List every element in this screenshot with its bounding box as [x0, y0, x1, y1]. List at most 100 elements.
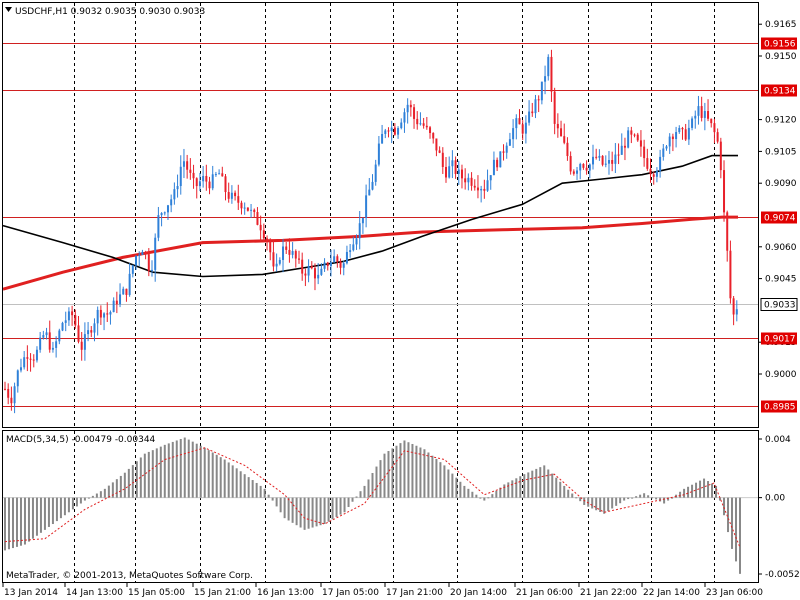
- macd-bar: [555, 477, 558, 498]
- triangle-down-icon[interactable]: [5, 7, 12, 12]
- candle-body: [684, 129, 687, 140]
- macd-bar: [631, 497, 634, 499]
- macd-bar: [719, 497, 722, 501]
- macd-bar: [63, 497, 66, 516]
- candle-body: [259, 224, 262, 231]
- candle-body: [64, 320, 67, 323]
- candle-body: [51, 347, 54, 350]
- macd-bar: [383, 453, 386, 498]
- candle-body: [282, 246, 285, 260]
- macd-bar: [219, 457, 222, 498]
- price-axis-label: 0.9045: [765, 275, 797, 285]
- macd-bar: [171, 441, 174, 498]
- macd-bar: [655, 497, 658, 500]
- macd-bar: [311, 497, 314, 528]
- macd-bar: [647, 495, 650, 498]
- candle-body: [390, 127, 393, 132]
- candle-body: [230, 192, 233, 199]
- candle-body: [122, 288, 125, 295]
- candle-body: [649, 168, 652, 175]
- candle-body: [489, 175, 492, 181]
- macd-bar: [711, 483, 714, 498]
- macd-bar: [495, 490, 498, 498]
- candle-body: [563, 136, 566, 143]
- candle-body: [451, 160, 454, 167]
- candle-body: [135, 255, 138, 266]
- candle-body: [515, 118, 518, 129]
- candle-body: [655, 171, 658, 177]
- macd-bar: [423, 449, 426, 498]
- candle-body: [448, 166, 451, 178]
- candle-body: [460, 169, 463, 179]
- macd-bar: [127, 468, 130, 498]
- candle-body: [588, 164, 591, 171]
- candle-body: [35, 349, 38, 361]
- macd-bar: [483, 497, 486, 501]
- macd-bar: [227, 462, 230, 498]
- candle-body: [387, 130, 390, 132]
- macd-bar: [395, 445, 398, 498]
- macd-bar: [75, 497, 78, 507]
- macd-bar: [19, 497, 22, 546]
- candle-body: [707, 111, 710, 119]
- candle-body: [639, 140, 642, 147]
- candle-body: [77, 325, 80, 342]
- macd-bar: [459, 481, 462, 498]
- candle-body: [544, 76, 547, 82]
- macd-bar: [243, 474, 246, 498]
- candle-body: [393, 127, 396, 135]
- macd-bar: [463, 485, 466, 498]
- candle-body: [735, 309, 738, 315]
- macd-bar: [471, 491, 474, 498]
- candle-body: [662, 148, 665, 157]
- candle-body: [58, 330, 61, 342]
- candle-body: [195, 178, 198, 187]
- candle-body: [234, 192, 237, 197]
- candle-body: [163, 212, 166, 214]
- candle-body: [227, 192, 230, 199]
- macd-bar: [39, 497, 42, 533]
- candle-body: [96, 309, 99, 324]
- candle-body: [572, 171, 575, 174]
- current-price-label-bg: [760, 298, 798, 311]
- macd-bar: [95, 493, 98, 498]
- macd-bar: [435, 458, 438, 498]
- macd-axis-label: 0.004: [765, 435, 791, 445]
- macd-bar: [623, 497, 626, 501]
- macd-bar: [451, 473, 454, 498]
- candle-body: [512, 128, 515, 140]
- macd-bar: [643, 493, 646, 498]
- candle-body: [125, 288, 128, 295]
- macd-bar: [411, 443, 414, 498]
- candle-body: [352, 244, 355, 251]
- macd-bar: [35, 497, 38, 536]
- candle-body: [687, 127, 690, 140]
- candle-body: [154, 237, 157, 270]
- macd-bar: [543, 465, 546, 498]
- axes: 13 Jan 2014 14 Jan 13:00 15 Jan 05:00 15 Ja…: [2, 20, 800, 598]
- macd-bar: [223, 459, 226, 498]
- macd-bar: [31, 497, 34, 539]
- macd-bar: [615, 497, 618, 506]
- macd-bar: [295, 497, 298, 526]
- macd-bar: [415, 445, 418, 498]
- macd-bar: [327, 497, 330, 522]
- macd-bar: [159, 446, 162, 498]
- macd-histogram: [3, 437, 758, 574]
- candle-body: [214, 174, 217, 176]
- macd-bar: [43, 497, 46, 530]
- symbol-info: USDCHF,H1 0.9032 0.9035 0.9030 0.9033: [15, 7, 205, 17]
- macd-bar: [439, 462, 442, 498]
- candle-body: [313, 268, 316, 279]
- candle-body: [422, 123, 425, 126]
- macd-bar: [207, 450, 210, 498]
- macd-bar: [335, 497, 338, 517]
- moving-averages: [2, 154, 738, 291]
- time-axis-label: 20 Jan 14:00: [450, 588, 507, 598]
- candle-body: [413, 107, 416, 119]
- candle-body: [10, 397, 13, 404]
- macd-bar: [695, 482, 698, 498]
- macd-bar: [715, 485, 718, 498]
- candle-body: [569, 156, 572, 172]
